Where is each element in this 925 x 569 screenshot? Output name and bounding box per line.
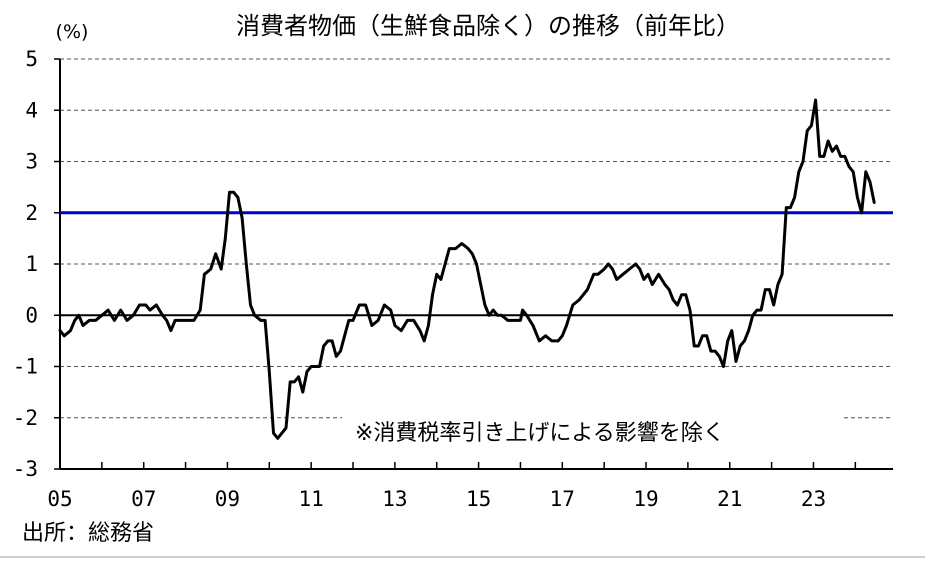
series-group (58, 98, 876, 440)
chart-title: 消費者物価（生鮮食品除く）の推移（前年比） (236, 12, 740, 40)
x-axis-ticks: 05 07 09 11 13 15 17 19 21 23 (47, 462, 857, 511)
x-tick-label: 05 (47, 487, 72, 511)
y-tick-label: 5 (25, 47, 38, 71)
x-tick-label: 17 (550, 487, 575, 511)
y-tick-label: 4 (25, 98, 38, 122)
x-tick-label: 09 (215, 487, 240, 511)
y-axis-ticks: 5 4 3 2 1 0 -1 -2 -3 (13, 47, 60, 481)
y-tick-label: -2 (13, 406, 38, 430)
note-background (342, 408, 842, 454)
y-tick-label: -3 (13, 457, 38, 481)
x-tick-label: 07 (131, 487, 156, 511)
x-tick-label: 15 (466, 487, 491, 511)
y-tick-label: 3 (25, 150, 38, 174)
gridlines (60, 58, 893, 419)
bottom-divider (0, 556, 925, 558)
series-line (58, 98, 876, 440)
x-tick-label: 11 (299, 487, 324, 511)
y-tick-label: -1 (13, 355, 38, 379)
y-tick-label: 1 (25, 252, 38, 276)
source-label: 出所：総務省 (22, 521, 154, 546)
y-axis-unit-label: (%) (56, 21, 89, 43)
y-tick-label: 0 (25, 303, 38, 327)
x-tick-label: 23 (801, 487, 826, 511)
chart-note: ※消費税率引き上げによる影響を除く (355, 421, 725, 446)
x-tick-label: 13 (382, 487, 407, 511)
x-tick-label: 19 (633, 487, 658, 511)
y-tick-label: 2 (25, 201, 38, 225)
x-tick-label: 21 (717, 487, 742, 511)
